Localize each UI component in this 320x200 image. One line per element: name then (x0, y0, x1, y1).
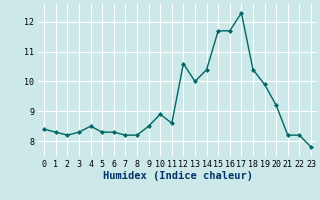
X-axis label: Humidex (Indice chaleur): Humidex (Indice chaleur) (103, 171, 252, 181)
